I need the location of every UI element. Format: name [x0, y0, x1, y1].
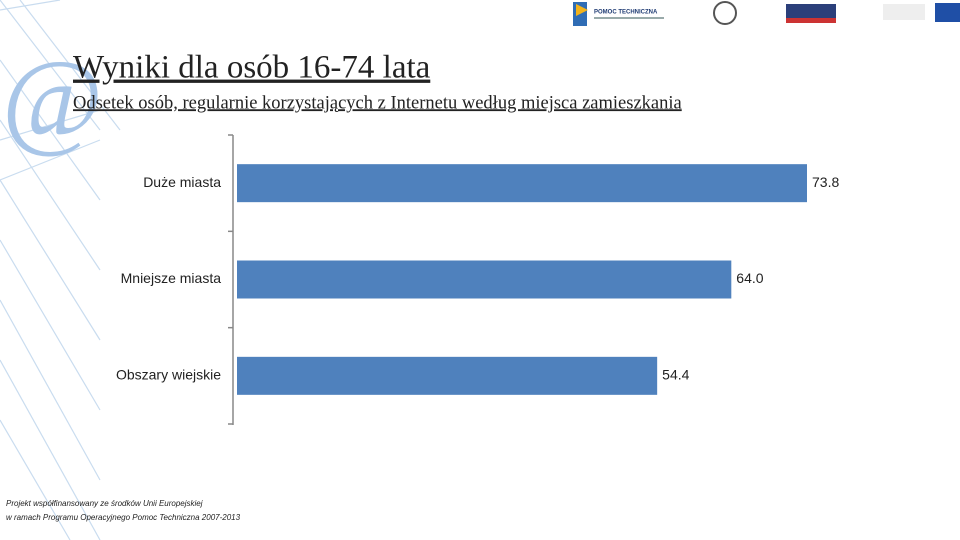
footer-line: Projekt współfinansowany ze środków Unii…: [6, 499, 203, 508]
category-label: Mniejsze miasta: [121, 270, 222, 286]
value-label: 73.8: [812, 174, 839, 190]
footer-line: w ramach Programu Operacyjnego Pomoc Tec…: [6, 513, 241, 522]
watermark: @: [2, 37, 103, 159]
logos: POMOC TECHNICZNA: [573, 1, 960, 26]
value-label: 54.4: [662, 367, 689, 383]
bar: [237, 260, 732, 299]
category-label: Obszary wiejskie: [116, 367, 221, 383]
bar: [237, 356, 658, 395]
bar: [237, 164, 807, 203]
category-label: Duże miasta: [143, 174, 221, 190]
background-lines: [0, 0, 121, 540]
chart-title: Wyniki dla osób 16-74 lata: [73, 50, 431, 86]
value-label: 64.0: [736, 270, 763, 286]
logo-text: POMOC TECHNICZNA: [594, 10, 658, 16]
chart-subtitle: Odsetek osób, regularnie korzystających …: [73, 93, 682, 113]
